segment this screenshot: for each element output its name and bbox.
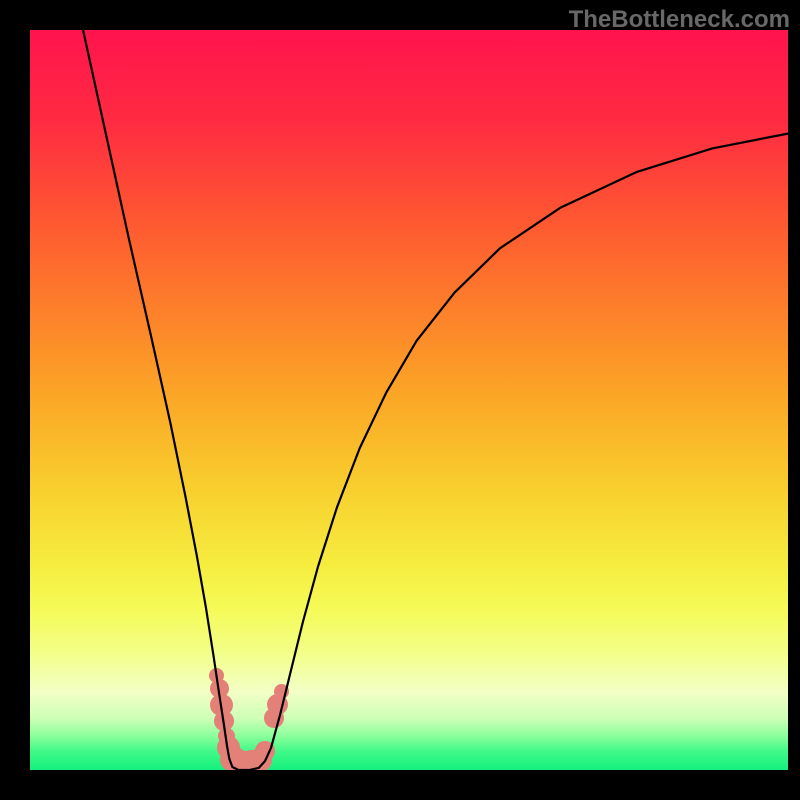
plot-area <box>30 30 788 770</box>
curve-layer <box>30 30 788 770</box>
bottleneck-curve <box>83 30 788 770</box>
watermark-text: TheBottleneck.com <box>569 6 790 34</box>
